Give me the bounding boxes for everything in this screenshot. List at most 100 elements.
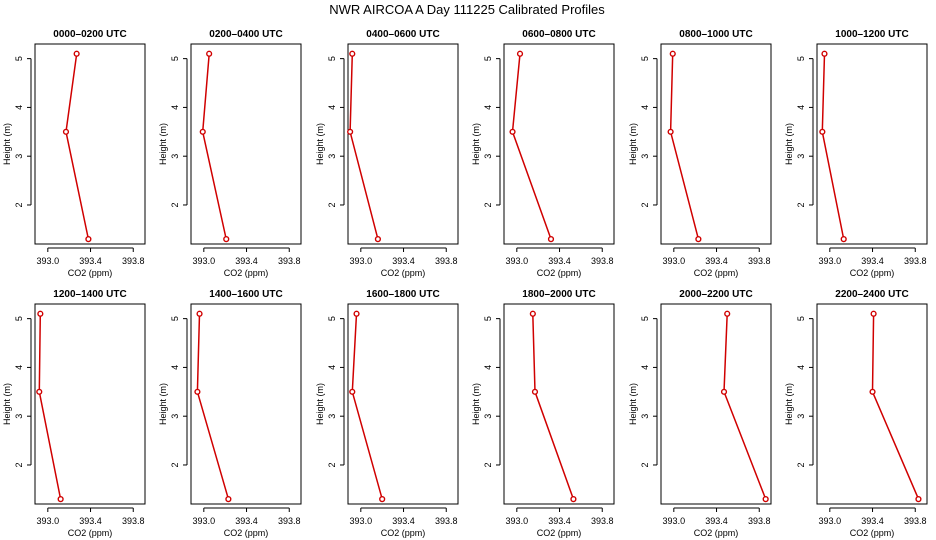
- y-tick-label: 2: [170, 462, 180, 467]
- data-point: [529, 310, 536, 317]
- panel-3: 0400–0600 UTC 393.0 393.4 393.8 CO2 (ppm) 2 3 4…: [315, 29, 459, 278]
- profile-line: [65, 53, 90, 240]
- data-point: [353, 310, 360, 317]
- x-tick-label: 393.4: [548, 516, 571, 526]
- panel-12: 2200–2400 UTC 393.0 393.4 393.8 CO2 (ppm) 2 3 4…: [784, 289, 928, 538]
- x-tick-label: 393.4: [235, 516, 258, 526]
- data-point: [531, 388, 539, 395]
- y-tick-label: 4: [170, 365, 180, 370]
- figure-title: NWR AIRCOA A Day 111225 Calibrated Profi…: [329, 2, 605, 17]
- panel-title: 1400–1600 UTC: [209, 289, 282, 300]
- y-tick-label: 4: [796, 105, 806, 110]
- y-tick-label: 5: [796, 316, 806, 321]
- x-axis-label: CO2 (ppm): [850, 268, 895, 278]
- y-tick-label: 3: [327, 154, 337, 159]
- panel-title: 0400–0600 UTC: [366, 29, 439, 40]
- panel-7: 1200–1400 UTC 393.0 393.4 393.8 CO2 (ppm) 2 3 4…: [2, 289, 146, 538]
- plot-frame: [816, 303, 928, 505]
- y-tick-label: 4: [640, 105, 650, 110]
- x-axis-label: CO2 (ppm): [381, 268, 426, 278]
- x-tick-label: 393.0: [506, 516, 529, 526]
- x-tick-label: 393.4: [548, 256, 571, 266]
- x-axis-label: CO2 (ppm): [68, 268, 113, 278]
- x-tick-label: 393.4: [861, 256, 884, 266]
- x-tick-label: 393.8: [591, 516, 614, 526]
- data-point: [349, 388, 356, 395]
- x-tick-label: 393.0: [37, 256, 60, 266]
- y-tick-label: 2: [170, 202, 180, 207]
- panel-title: 1600–1800 UTC: [366, 289, 439, 300]
- x-tick-label: 393.4: [392, 256, 415, 266]
- y-tick-label: 2: [327, 202, 337, 207]
- y-tick-label: 4: [483, 105, 493, 110]
- data-point: [196, 310, 203, 317]
- plot-frame: [660, 43, 772, 245]
- panel-4: 0600–0800 UTC 393.0 393.4 393.8 CO2 (ppm) 2 3 4…: [471, 29, 615, 278]
- plot-frame: [816, 43, 928, 245]
- y-tick-label: 4: [14, 105, 24, 110]
- plot-frame: [660, 303, 772, 505]
- y-tick-label: 5: [796, 56, 806, 61]
- x-axis-label: CO2 (ppm): [694, 268, 739, 278]
- profile-line: [38, 313, 62, 500]
- profile-line: [669, 53, 700, 240]
- x-axis-label: CO2 (ppm): [694, 528, 739, 538]
- panel-title: 2000–2200 UTC: [679, 289, 752, 300]
- x-tick-label: 393.0: [663, 256, 686, 266]
- plot-frame: [503, 43, 615, 245]
- plot-frame: [347, 303, 459, 505]
- profile-line: [723, 313, 767, 500]
- profile-line: [871, 313, 920, 500]
- x-tick-label: 393.0: [193, 516, 216, 526]
- y-axis-label: Height (m): [471, 123, 481, 165]
- profile-line: [196, 313, 230, 500]
- panel-6: 1000–1200 UTC 393.0 393.4 393.8 CO2 (ppm) 2 3 4…: [784, 29, 928, 278]
- y-tick-label: 2: [483, 462, 493, 467]
- x-tick-label: 393.8: [591, 256, 614, 266]
- y-axis-label: Height (m): [2, 123, 12, 165]
- panel-2: 0200–0400 UTC 393.0 393.4 393.8 CO2 (ppm) 2 3 4…: [158, 29, 302, 278]
- plot-frame: [34, 43, 146, 245]
- x-tick-label: 393.0: [506, 256, 529, 266]
- y-axis-label: Height (m): [784, 383, 794, 425]
- plot-frame: [190, 43, 302, 245]
- data-point: [194, 388, 201, 395]
- panel-8: 1400–1600 UTC 393.0 393.4 393.8 CO2 (ppm) 2 3 4…: [158, 289, 302, 538]
- x-axis-label: CO2 (ppm): [381, 528, 426, 538]
- x-tick-label: 393.8: [435, 516, 458, 526]
- profile-line: [821, 53, 845, 240]
- x-axis-label: CO2 (ppm): [224, 528, 269, 538]
- y-tick-label: 3: [14, 414, 24, 419]
- plot-frame: [503, 303, 615, 505]
- data-point: [819, 128, 826, 135]
- x-axis-label: CO2 (ppm): [224, 268, 269, 278]
- y-tick-label: 3: [640, 414, 650, 419]
- y-tick-label: 4: [170, 105, 180, 110]
- data-point: [762, 496, 769, 503]
- y-axis-label: Height (m): [471, 383, 481, 425]
- y-tick-label: 2: [483, 202, 493, 207]
- data-point: [915, 496, 922, 503]
- y-tick-label: 5: [14, 56, 24, 61]
- panel-title: 1800–2000 UTC: [522, 289, 595, 300]
- data-point: [199, 128, 206, 135]
- data-point: [347, 128, 354, 135]
- data-point: [720, 388, 728, 395]
- data-point: [85, 236, 92, 243]
- y-tick-label: 2: [14, 462, 24, 467]
- y-tick-label: 2: [327, 462, 337, 467]
- y-tick-label: 4: [483, 365, 493, 370]
- x-tick-label: 393.0: [37, 516, 60, 526]
- data-point: [667, 128, 674, 135]
- data-point: [724, 310, 731, 317]
- panel-title: 0600–0800 UTC: [522, 29, 595, 40]
- x-tick-label: 393.0: [819, 516, 842, 526]
- y-tick-label: 5: [327, 56, 337, 61]
- data-point: [669, 50, 676, 57]
- y-axis-label: Height (m): [315, 123, 325, 165]
- panel-title: 1200–1400 UTC: [53, 289, 126, 300]
- data-point: [509, 128, 516, 135]
- x-tick-label: 393.8: [278, 256, 301, 266]
- x-tick-label: 393.8: [122, 516, 145, 526]
- y-axis-label: Height (m): [628, 123, 638, 165]
